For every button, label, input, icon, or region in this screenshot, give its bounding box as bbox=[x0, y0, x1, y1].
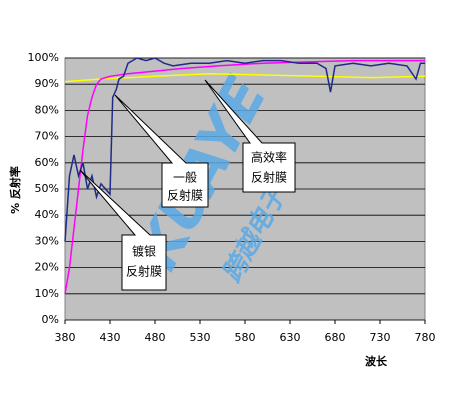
y-tick-label: 0% bbox=[42, 313, 59, 326]
y-tick-label: 20% bbox=[35, 261, 59, 274]
y-tick-label: 40% bbox=[35, 208, 59, 221]
y-tick-label: 60% bbox=[35, 156, 59, 169]
x-tick-label: 730 bbox=[370, 331, 391, 344]
y-tick-label: 80% bbox=[35, 103, 59, 116]
annotation: 高效率 bbox=[251, 150, 287, 165]
annotation: 反射膜 bbox=[126, 264, 162, 279]
callout-box bbox=[204, 79, 296, 193]
y-tick-label: 90% bbox=[35, 77, 59, 90]
x-tick-label: 480 bbox=[145, 331, 166, 344]
series-line bbox=[64, 59, 425, 294]
annotation: 镀银 bbox=[132, 245, 156, 259]
series-line bbox=[64, 72, 426, 83]
x-tick-label: 580 bbox=[235, 331, 256, 344]
annotation: 反射膜 bbox=[167, 188, 203, 203]
callout-box bbox=[114, 94, 209, 208]
x-tick-label: 630 bbox=[280, 331, 301, 344]
x-tick-label: 430 bbox=[100, 331, 121, 344]
x-tick-label: 780 bbox=[415, 331, 436, 344]
y-tick-label: 30% bbox=[35, 234, 59, 247]
y-tick-label: 70% bbox=[35, 130, 59, 143]
callout-box bbox=[79, 169, 167, 291]
x-tick-label: 680 bbox=[325, 331, 346, 344]
x-tick-label: 380 bbox=[55, 331, 76, 344]
x-tick-label: 530 bbox=[190, 331, 211, 344]
y-tick-label: 50% bbox=[35, 182, 59, 195]
x-axis-label: 波长 bbox=[365, 354, 388, 368]
annotation: 一般 bbox=[173, 170, 197, 185]
annotation: 反射膜 bbox=[251, 170, 287, 185]
y-tick-label: 10% bbox=[35, 287, 59, 300]
y-tick-label: 100% bbox=[28, 51, 59, 64]
y-axis-label: % 反射率 bbox=[8, 166, 22, 214]
